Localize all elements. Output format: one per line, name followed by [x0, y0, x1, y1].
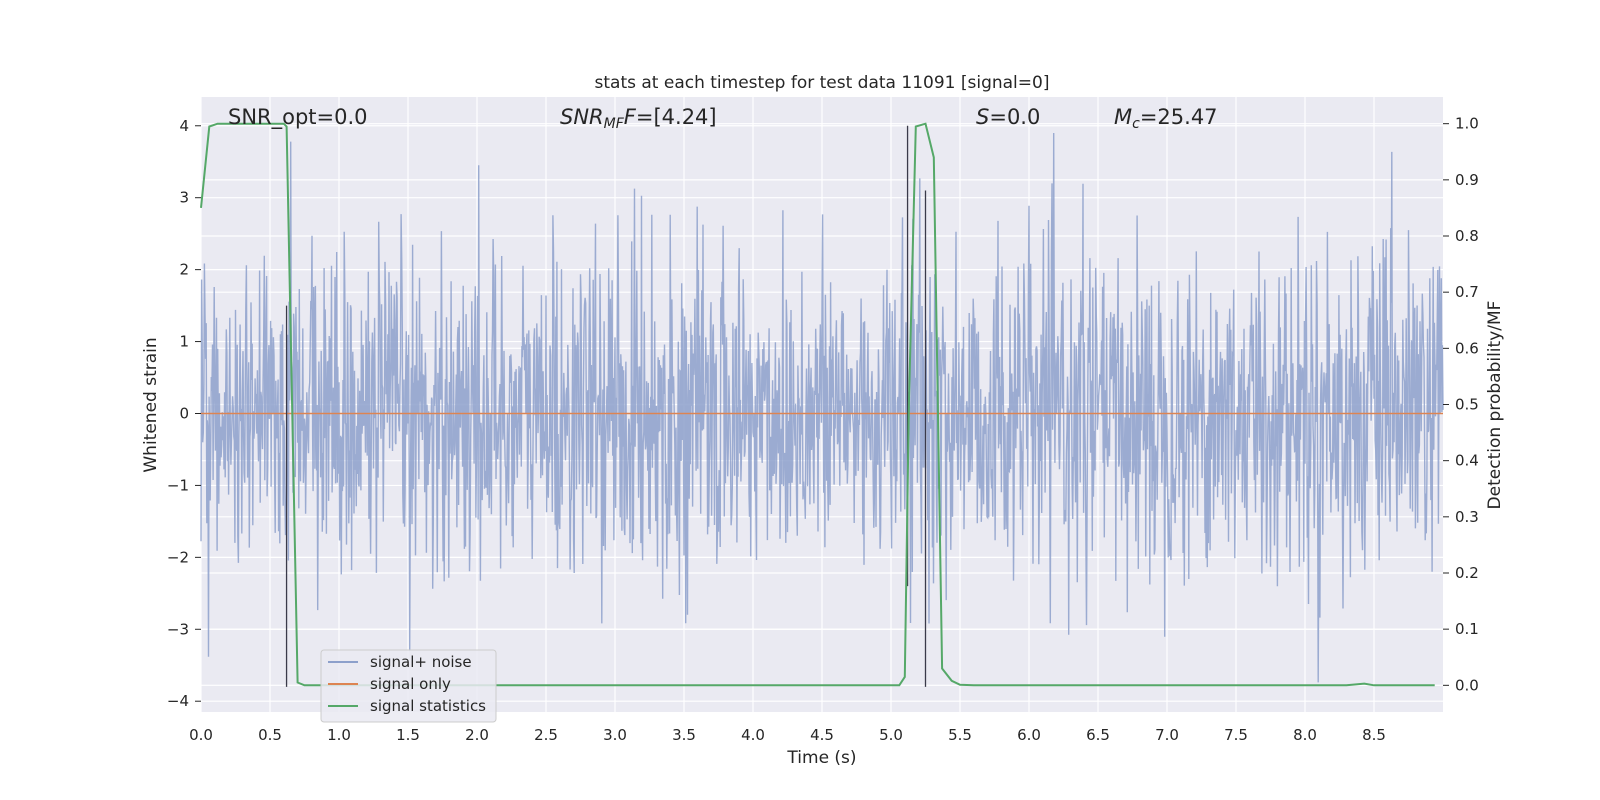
x-axis-label: Time (s)	[786, 748, 856, 768]
y-tick-label: 4	[179, 117, 189, 135]
x-tick-label: 0.5	[258, 726, 282, 744]
y2-tick-label: 1.0	[1455, 115, 1479, 133]
x-tick-label: 7.5	[1224, 726, 1248, 744]
y-tick-label: 0	[179, 404, 189, 422]
legend-label-signal-plus-noise: signal+ noise	[370, 653, 472, 671]
y-tick-label: 1	[179, 333, 189, 351]
x-tick-label: 7.0	[1155, 726, 1179, 744]
x-tick-label: 4.5	[810, 726, 834, 744]
x-tick-label: 2.0	[465, 726, 489, 744]
x-tick-label: 5.5	[948, 726, 972, 744]
x-tick-label: 3.0	[603, 726, 627, 744]
y-axis-label: Whitened strain	[141, 337, 161, 472]
y2-tick-label: 0.1	[1455, 620, 1479, 638]
series-signal-statistics	[200, 122, 1435, 687]
annotation-snr-mf: SNRMFF=[4.24]	[560, 105, 717, 132]
x-tick-label: 0.0	[189, 726, 213, 744]
y-tick-label: −3	[167, 620, 189, 638]
x-axis-ticks: 0.0 0.5 1.0 1.5 2.0 2.5 3.0 3.5 4.0 4.5 5.0 5.5 6.0 6…	[189, 726, 1386, 744]
x-tick-label: 6.5	[1086, 726, 1110, 744]
x-tick-label: 2.5	[534, 726, 558, 744]
y2-axis-ticks: 1.0 0.9 0.8 0.7 0.6 0.5 0.4 0.3 0.2 0.1 0.0	[1443, 115, 1479, 694]
annotation-mc: Mc=25.47	[1114, 105, 1218, 132]
legend: signal+ noise signal only signal statist…	[320, 649, 497, 723]
legend-label-signal-only: signal only	[370, 675, 451, 693]
y-tick-label: 3	[179, 189, 189, 207]
chart-title: stats at each timestep for test data 110…	[595, 73, 1050, 93]
y2-tick-label: 0.3	[1455, 508, 1479, 526]
y-tick-label: −2	[167, 548, 189, 566]
y2-tick-label: 0.7	[1455, 283, 1479, 301]
y-tick-label: −1	[167, 476, 189, 494]
annotation-s: S=0.0	[976, 105, 1040, 129]
noise-trace	[200, 132, 1444, 683]
y2-tick-label: 0.6	[1455, 339, 1479, 357]
x-tick-label: 4.0	[741, 726, 765, 744]
y2-axis-label: Detection probability/MF	[1485, 301, 1505, 510]
x-tick-label: 6.0	[1017, 726, 1041, 744]
annotation-mc-value: =25.47	[1140, 105, 1218, 129]
annotation-s-symbol: S	[976, 105, 989, 129]
annotation-snr-opt: SNR_opt=0.0	[228, 105, 368, 130]
signal-statistics-line	[200, 122, 1435, 687]
x-tick-label: 8.5	[1362, 726, 1386, 744]
y2-tick-label: 0.0	[1455, 676, 1479, 694]
annotation-snr-mf-symbol: SNR	[560, 105, 604, 129]
x-tick-label: 8.0	[1293, 726, 1317, 744]
series-signal-plus-noise	[200, 132, 1444, 683]
annotation-s-value: =0.0	[989, 105, 1040, 129]
legend-label-signal-statistics: signal statistics	[370, 697, 486, 715]
y2-tick-label: 0.4	[1455, 452, 1479, 470]
y-tick-label: 2	[179, 261, 189, 279]
y-axis-ticks: 4 3 2 1 0 −1 −2 −3 −4	[167, 117, 201, 710]
y2-tick-label: 0.5	[1455, 396, 1479, 414]
annotation-snr-mf-subscript: MF	[604, 116, 625, 132]
y2-tick-label: 0.8	[1455, 227, 1479, 245]
annotation-mc-subscript: c	[1132, 116, 1140, 132]
y-tick-label: −4	[167, 692, 189, 710]
annotation-mc-symbol: M	[1114, 105, 1132, 129]
x-tick-label: 1.5	[396, 726, 420, 744]
x-tick-label: 1.0	[327, 726, 351, 744]
annotation-snr-mf-value: =[4.24]	[636, 105, 717, 129]
legend-box	[320, 649, 497, 723]
x-tick-label: 3.5	[672, 726, 696, 744]
y2-tick-label: 0.2	[1455, 564, 1479, 582]
x-tick-label: 5.0	[879, 726, 903, 744]
y2-tick-label: 0.9	[1455, 171, 1479, 189]
